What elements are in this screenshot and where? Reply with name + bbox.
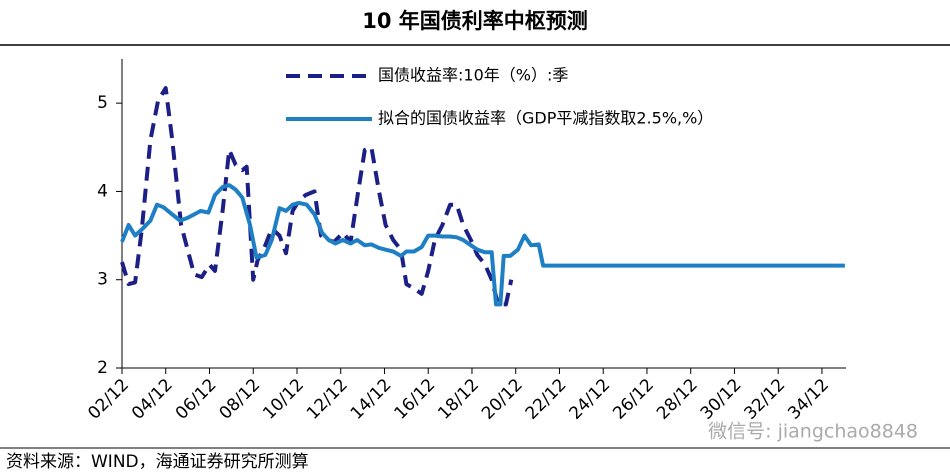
- x-tick-label: 26/12: [609, 375, 658, 424]
- x-tick-label: 12/12: [303, 375, 352, 424]
- x-tick-label: 24/12: [565, 375, 614, 424]
- y-tick-label: 3: [97, 270, 108, 290]
- x-tick-label: 32/12: [740, 375, 789, 424]
- series-line: [120, 183, 845, 307]
- x-tick-label: 02/12: [84, 375, 133, 424]
- x-tick-label: 34/12: [784, 375, 833, 424]
- x-tick-label: 22/12: [522, 375, 571, 424]
- chart-title: 10 年国债利率中枢预测: [362, 9, 588, 33]
- x-tick-label: 08/12: [216, 375, 265, 424]
- x-tick-label: 04/12: [128, 375, 177, 424]
- y-tick-label: 2: [97, 358, 108, 378]
- x-tick-label: 16/12: [391, 375, 440, 424]
- legend-label: 国债收益率:10年（%）:季: [378, 66, 568, 85]
- x-tick-label: 20/12: [478, 375, 527, 424]
- x-tick-label: 30/12: [697, 375, 746, 424]
- y-tick-label: 4: [97, 181, 108, 201]
- x-tick-label: 10/12: [259, 375, 308, 424]
- x-tick-label: 28/12: [653, 375, 702, 424]
- source-note: 资料来源：WIND，海通证券研究所测算: [6, 452, 309, 472]
- x-tick-label: 06/12: [172, 375, 221, 424]
- x-tick-label: 14/12: [347, 375, 396, 424]
- watermark: 微信号: jiangchao8848: [708, 421, 918, 443]
- y-tick-label: 5: [97, 93, 108, 113]
- x-tick-label: 18/12: [434, 375, 483, 424]
- legend-label: 拟合的国债收益率（GDP平减指数取2.5%,%）: [378, 109, 713, 128]
- series-line: [120, 86, 514, 307]
